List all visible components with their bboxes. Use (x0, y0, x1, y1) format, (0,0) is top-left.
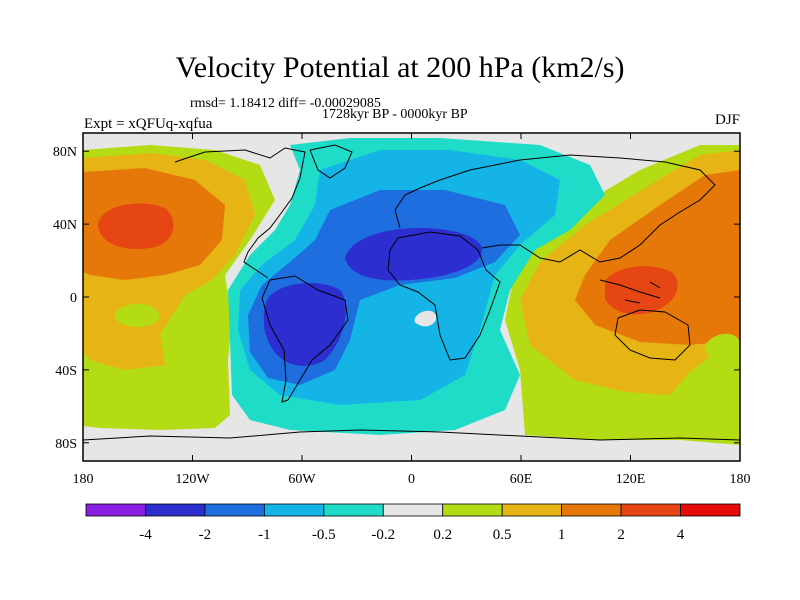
experiment-text: Expt = xQFUq-xqfua (84, 116, 213, 132)
lat-tick-label: 80S (55, 437, 77, 452)
colorbar-label: -0.2 (371, 527, 395, 543)
south-america-coast (261, 275, 349, 403)
indopacific-level4 (605, 266, 678, 315)
eurasia-coast (394, 154, 716, 263)
antarctica-coast (83, 429, 740, 441)
coastlines (83, 144, 740, 441)
southeast-pacific-level1-patch (705, 333, 740, 375)
africa-level-neg4 (345, 228, 483, 281)
greenland-coast (309, 144, 353, 179)
lon-tick-label: 120W (175, 472, 210, 487)
lon-tick-label: 60E (510, 472, 533, 487)
colorbar-label: 4 (677, 527, 685, 543)
colorbar-swatch (145, 503, 206, 517)
period-text: 1728kyr BP - 0000kyr BP (322, 107, 468, 122)
pacific-west-level4 (98, 203, 174, 250)
colorbar-label: -1 (258, 527, 271, 543)
colorbar-swatch (620, 503, 681, 517)
longitude-axis: 180 120W 60W 0 60E 120E 180 (73, 133, 751, 487)
lon-tick-label: 120E (616, 472, 646, 487)
colorbar-swatch (442, 503, 503, 517)
lon-tick-label: 0 (408, 472, 415, 487)
colorbar-swatch (680, 503, 741, 517)
africa-coast (387, 231, 501, 361)
lon-tick-label: 60W (288, 472, 316, 487)
lat-tick-label: 0 (70, 291, 77, 306)
lon-tick-label: 180 (73, 472, 94, 487)
plot-title: Velocity Potential at 200 hPa (km2/s) (175, 51, 625, 84)
pacific-south-level1-patch (114, 303, 160, 327)
colorbar-label: -4 (139, 527, 152, 543)
lat-tick-label: 40N (53, 218, 77, 233)
lat-tick-label: 40S (55, 364, 77, 379)
colorbar-swatch (263, 503, 325, 517)
colorbar-swatch (323, 503, 384, 517)
latitude-axis: 80N 40N 0 40S 80S (53, 145, 740, 452)
indonesia-coast (599, 279, 661, 304)
lat-tick-label: 80N (53, 145, 77, 160)
south-atlantic-neutral-patch (414, 310, 437, 327)
colorbar-swatch (561, 503, 622, 517)
australia-coast (614, 309, 691, 361)
colorbar-label: 0.5 (493, 527, 512, 543)
contour-field (83, 133, 740, 461)
season-label: DJF (714, 112, 740, 128)
south-america-level-neg4 (263, 283, 346, 366)
colorbar: -4 -2 -1 -0.5 -0.2 0.2 0.5 1 2 4 (85, 503, 741, 543)
colorbar-swatch (382, 503, 444, 517)
lon-tick-label: 180 (730, 472, 751, 487)
colorbar-label: -2 (199, 527, 212, 543)
stats-text: rmsd= 1.18412 diff= -0.00029085 (190, 96, 381, 111)
colorbar-swatch (204, 503, 265, 517)
colorbar-swatch (501, 503, 563, 517)
colorbar-label: 2 (617, 527, 625, 543)
north-america-coast (174, 147, 306, 279)
colorbar-label: 0.2 (433, 527, 452, 543)
colorbar-swatch (85, 503, 146, 517)
colorbar-label: -0.5 (312, 527, 336, 543)
colorbar-label: 1 (558, 527, 566, 543)
